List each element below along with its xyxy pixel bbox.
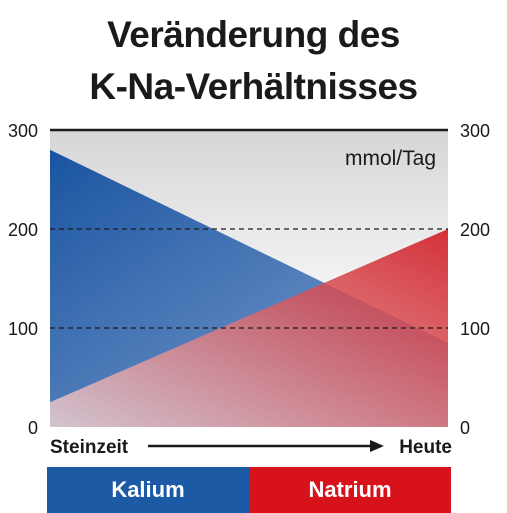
legend-kalium: Kalium bbox=[47, 467, 249, 513]
time-arrow-head bbox=[370, 440, 384, 452]
legend-natrium-label: Natrium bbox=[308, 477, 392, 502]
legend-natrium: Natrium bbox=[249, 467, 451, 513]
y-tick-left-0: 0 bbox=[28, 418, 38, 438]
y-tick-left-300: 300 bbox=[8, 121, 38, 141]
chart-title-line-2: K-Na-Verhältnisses bbox=[89, 66, 418, 107]
y-tick-right-200: 200 bbox=[460, 220, 490, 240]
chart-title-line-1: Veränderung des bbox=[107, 14, 400, 55]
unit-label: mmol/Tag bbox=[345, 147, 436, 170]
y-tick-right-300: 300 bbox=[460, 121, 490, 141]
legend-kalium-label: Kalium bbox=[111, 477, 185, 502]
y-tick-right-100: 100 bbox=[460, 319, 490, 339]
x-end-label: Heute bbox=[399, 437, 452, 458]
y-tick-left-100: 100 bbox=[8, 319, 38, 339]
y-tick-left-200: 200 bbox=[8, 220, 38, 240]
x-start-label: Steinzeit bbox=[50, 437, 129, 458]
y-tick-right-0: 0 bbox=[460, 418, 470, 438]
